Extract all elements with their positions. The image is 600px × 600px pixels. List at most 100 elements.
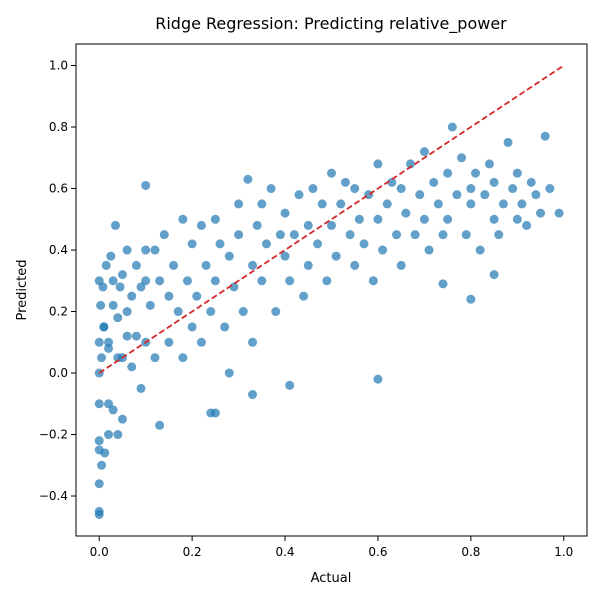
data-point [396,184,406,194]
data-point [229,282,239,292]
data-point [410,230,420,240]
data-point [354,214,364,224]
data-point [131,331,141,341]
data-point [280,208,290,218]
data-point [173,307,183,317]
data-point [122,307,132,317]
data-point [327,168,336,178]
data-point [108,300,118,310]
data-point [285,380,295,390]
data-point [294,190,304,200]
data-point [108,276,118,286]
data-point [438,279,448,289]
data-point [275,230,285,240]
data-point [115,282,125,292]
data-point [299,291,309,301]
data-point [308,184,318,194]
data-point [104,399,114,409]
data-point [531,190,541,200]
data-point [392,230,402,240]
data-point [303,260,313,270]
y-tick-label: −0.2 [39,428,68,442]
data-point [104,430,114,440]
data-point [220,322,230,332]
data-point [104,337,114,347]
data-point [141,276,151,286]
data-point [150,245,160,255]
data-point [196,220,206,230]
data-point [94,436,104,446]
data-point [224,251,234,261]
data-point [443,168,453,178]
data-point [94,506,104,516]
data-point [94,337,104,347]
x-tick-label: 0.6 [368,545,387,559]
data-point [517,199,527,209]
data-point [97,353,107,363]
data-point [164,337,174,347]
data-point [99,322,109,332]
data-point [178,353,188,363]
data-point [466,184,476,194]
data-point [350,260,360,270]
y-axis: −0.4 −0.2 0.0 0.2 0.4 0.6 0.8 1.0 [39,59,76,503]
data-point [382,199,392,209]
data-point [466,294,476,304]
data-point [224,368,234,378]
data-point [210,276,220,286]
data-point [424,245,434,255]
reference-line [98,64,565,374]
data-point [127,291,137,301]
data-point [447,122,457,132]
data-point [313,239,323,249]
data-point [248,260,258,270]
data-point [234,199,244,209]
data-point [443,214,453,224]
data-point [196,337,206,347]
data-point [280,251,290,261]
data-point [401,208,411,218]
data-point [252,220,262,230]
data-points [94,122,564,519]
data-point [289,230,299,240]
x-axis: 0.0 0.2 0.4 0.6 0.8 1.0 [90,536,573,559]
data-point [331,251,341,261]
data-point [526,177,536,187]
data-point [480,190,490,200]
data-point [257,276,267,286]
data-point [136,282,146,292]
data-point [261,239,271,249]
data-point [141,245,151,255]
data-point [100,448,110,458]
data-point [127,362,137,372]
data-point [243,174,253,184]
x-tick-label: 0.8 [461,545,480,559]
data-point [536,208,546,218]
data-point [373,159,383,169]
data-point [108,405,118,415]
data-point [257,199,267,209]
plot-frame [75,43,588,537]
data-point [350,184,360,194]
data-point [113,430,123,440]
data-point [182,276,192,286]
data-point [415,190,425,200]
data-point [150,353,160,363]
data-point [110,220,120,230]
data-point [192,291,202,301]
data-point [489,214,499,224]
data-point [336,199,346,209]
data-point [96,300,106,310]
data-point [206,408,216,418]
data-point [155,276,165,286]
data-point [429,177,439,187]
data-point [322,276,332,286]
data-point [419,214,429,224]
data-point [187,322,197,332]
data-point [368,276,378,286]
data-point [373,214,383,224]
data-point [540,131,550,141]
data-point [101,260,111,270]
data-point [508,184,518,194]
y-tick-label: 0.0 [49,366,68,380]
